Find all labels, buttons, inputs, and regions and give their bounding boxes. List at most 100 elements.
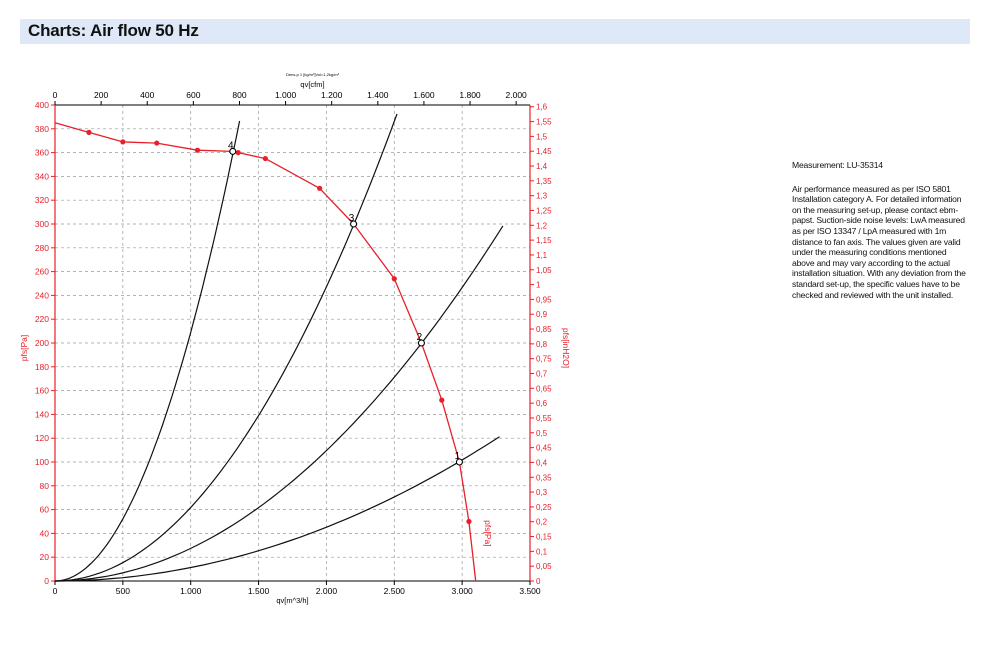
fan-curve-line xyxy=(54,122,477,582)
fan-curve-marker xyxy=(235,150,241,156)
y-right-tick-label: 1,45 xyxy=(536,147,552,156)
y-right-tick-label: 0,15 xyxy=(536,533,552,542)
x-top-tick-label: 2.000 xyxy=(506,90,528,100)
operating-point-1 xyxy=(455,458,463,466)
fan-curve-marker xyxy=(439,397,445,403)
y-tick-label: 60 xyxy=(40,505,50,515)
y-tick-label: 320 xyxy=(35,195,49,205)
y-tick-label: 300 xyxy=(35,219,49,229)
y-right-tick-label: 0,7 xyxy=(536,370,548,379)
y-right-tick-label: 0,5 xyxy=(536,429,548,438)
x-top-tick-label: 600 xyxy=(186,90,200,100)
y-right-tick-label: 1,2 xyxy=(536,221,548,230)
system-curve-4 xyxy=(54,120,241,582)
x-top-axis-title: qv[cfm] xyxy=(300,80,324,89)
measurement-id: Measurement: LU-35314 xyxy=(792,160,883,170)
y-right-tick-label: 0,3 xyxy=(536,488,548,497)
x-tick-label: 500 xyxy=(116,586,130,596)
y-right-tick-label: 0,95 xyxy=(536,295,552,304)
x-tick-label: 0 xyxy=(53,586,58,596)
y-right-tick-label: 1,6 xyxy=(536,103,548,112)
operating-point-3 xyxy=(350,220,358,228)
y-tick-label: 340 xyxy=(35,171,49,181)
system-curve-2 xyxy=(54,225,504,582)
y-right-tick-label: 0,35 xyxy=(536,473,552,482)
x-axis-title: qv[m^3/h] xyxy=(276,596,308,605)
y-right-tick-label: 0,85 xyxy=(536,325,552,334)
y-right-tick-label: 1,3 xyxy=(536,192,548,201)
x-tick-label: 3.500 xyxy=(519,586,541,596)
operating-point-2 xyxy=(417,339,425,347)
y-right-tick-label: 1,1 xyxy=(536,251,548,260)
x-top-tick-label: 1.000 xyxy=(275,90,297,100)
y-right-tick-label: 1,35 xyxy=(536,177,552,186)
measurement-notes: Measurement: LU-35314 Air performance me… xyxy=(792,160,970,313)
y-tick-label: 220 xyxy=(35,314,49,324)
y-tick-label: 120 xyxy=(35,433,49,443)
fan-curve-marker xyxy=(466,518,472,525)
fan-curve-label: pfs[Pa] xyxy=(483,520,493,546)
fan-curve-marker xyxy=(194,147,201,153)
y-right-tick-label: 0,45 xyxy=(536,444,552,453)
y-right-tick-label: 0,65 xyxy=(536,384,552,393)
y-tick-label: 160 xyxy=(35,386,49,396)
system-curve-3 xyxy=(54,113,398,582)
x-tick-label: 1.000 xyxy=(180,586,202,596)
operating-point-label: 1 xyxy=(455,451,461,462)
fan-curve-marker xyxy=(86,129,92,135)
operating-point-label: 2 xyxy=(417,332,423,343)
y-tick-label: 180 xyxy=(35,362,49,372)
y-right-tick-label: 1,4 xyxy=(536,162,548,171)
y-right-tick-label: 0,9 xyxy=(536,310,548,319)
y-right-tick-label: 1,05 xyxy=(536,266,552,275)
y-right-tick-label: 0,05 xyxy=(536,562,552,571)
operating-point-4 xyxy=(229,147,237,155)
x-top-tick-label: 1.600 xyxy=(413,90,435,100)
x-tick-label: 1.500 xyxy=(248,586,270,596)
y-right-tick-label: 0,55 xyxy=(536,414,552,423)
y-tick-label: 0 xyxy=(44,576,49,586)
y-right-tick-label: 0,8 xyxy=(536,340,548,349)
y-tick-label: 360 xyxy=(35,148,49,158)
y-tick-label: 40 xyxy=(40,528,50,538)
y-right-tick-label: 0 xyxy=(536,577,541,586)
x-top-tick-label: 400 xyxy=(140,90,154,100)
y-right-tick-label: 0,75 xyxy=(536,355,552,364)
y-tick-label: 20 xyxy=(40,552,50,562)
fan-curve-marker xyxy=(391,276,397,282)
y-tick-label: 280 xyxy=(35,243,49,253)
y-tick-label: 400 xyxy=(35,100,49,110)
y-right-tick-label: 0,25 xyxy=(536,503,552,512)
y-right-tick-label: 0,1 xyxy=(536,547,548,556)
x-tick-label: 3.000 xyxy=(452,586,474,596)
fan-curve-marker xyxy=(262,155,268,162)
x-tick-label: 2.000 xyxy=(316,586,338,596)
operating-point-label: 3 xyxy=(349,213,355,224)
y-right-tick-label: 1,25 xyxy=(536,206,552,215)
y-right-tick-label: 0,4 xyxy=(536,458,548,467)
fan-curve-marker xyxy=(154,140,160,146)
y-right-tick-label: 0,6 xyxy=(536,399,548,408)
fan-curve-marker xyxy=(120,139,126,145)
y-tick-label: 140 xyxy=(35,409,49,419)
fan-curve-marker xyxy=(317,185,323,191)
operating-point-label: 4 xyxy=(228,140,234,151)
section-header: Charts: Air flow 50 Hz xyxy=(20,19,970,44)
measurement-description: Air performance measured as per ISO 5801… xyxy=(792,183,966,300)
x-top-tick-label: 1.200 xyxy=(321,90,343,100)
x-tick-label: 2.500 xyxy=(384,586,406,596)
y-tick-label: 80 xyxy=(40,481,50,491)
y-right-tick-label: 1,15 xyxy=(536,236,552,245)
chart-subtitle: Dens.ρ 1 [kg/m³]Vol=1,2kg/m³ xyxy=(286,72,340,77)
y-tick-label: 240 xyxy=(35,290,49,300)
system-curve-1 xyxy=(55,436,500,582)
x-top-tick-label: 1.400 xyxy=(367,90,389,100)
section-title: Charts: Air flow 50 Hz xyxy=(28,21,199,40)
y-axis-title: pfs[Pa] xyxy=(19,335,29,361)
y-right-axis-title: pfs[inH2O] xyxy=(561,328,571,368)
y-tick-label: 100 xyxy=(35,457,49,467)
y-tick-label: 200 xyxy=(35,338,49,348)
x-top-tick-label: 200 xyxy=(94,90,108,100)
x-top-tick-label: 0 xyxy=(53,90,58,100)
